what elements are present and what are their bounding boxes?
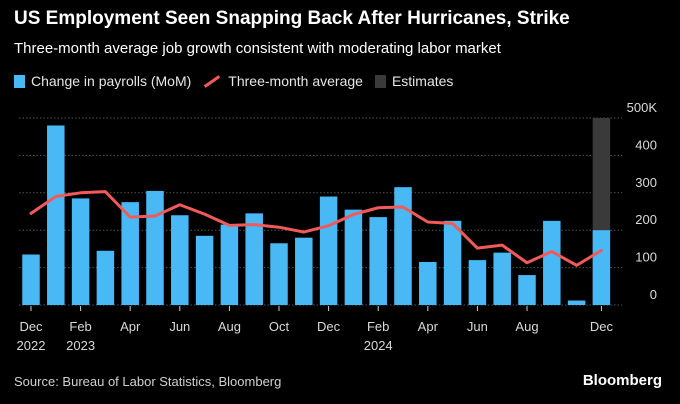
x-tick-year-0: 2022 xyxy=(17,338,46,353)
payroll-bar-0 xyxy=(22,254,40,305)
legend-item-payrolls: Change in payrolls (MoM) xyxy=(14,73,191,89)
payroll-bar-3 xyxy=(96,250,115,305)
payroll-bar-13 xyxy=(344,209,363,305)
x-tick-label-2: Feb xyxy=(69,319,91,334)
x-tick-label-18: Jun xyxy=(467,319,488,334)
payroll-bar-15 xyxy=(394,187,412,305)
y-tick-label-300: 300 xyxy=(635,175,657,190)
three-month-average-line xyxy=(29,190,603,267)
x-tick-label-20: Aug xyxy=(515,319,538,334)
legend-item-average: Three-month average xyxy=(203,73,363,89)
legend-swatch-payrolls xyxy=(14,74,25,88)
x-tick-label-6: Jun xyxy=(169,319,190,334)
x-tick-year-14: 2024 xyxy=(364,338,393,353)
payroll-bar-6 xyxy=(171,215,189,305)
y-tick-label-400: 400 xyxy=(635,137,657,152)
payroll-bar-5 xyxy=(146,190,164,305)
x-tick-label-12: Dec xyxy=(317,319,341,334)
x-tick-year-2: 2023 xyxy=(66,338,95,353)
payroll-bar-8 xyxy=(220,224,239,305)
payroll-bar-23 xyxy=(592,230,611,305)
x-tick-label-0: Dec xyxy=(19,319,43,334)
payroll-bar-12 xyxy=(319,196,338,305)
legend-label-payrolls: Change in payrolls (MoM) xyxy=(31,73,192,89)
y-tick-label-100: 100 xyxy=(635,250,657,265)
payroll-bar-11 xyxy=(295,237,313,305)
payroll-bar-9 xyxy=(245,213,263,305)
bloomberg-logo: Bloomberg xyxy=(582,372,662,389)
payroll-bar-1 xyxy=(47,125,65,305)
legend-item-estimates: Estimates xyxy=(374,73,454,89)
legend-label-average: Three-month average xyxy=(228,73,363,89)
chart-subtitle: Three-month average job growth consisten… xyxy=(14,40,501,57)
payroll-bar-19 xyxy=(493,252,511,305)
source-note: Source: Bureau of Labor Statistics, Bloo… xyxy=(14,374,282,389)
chart-legend: Change in payrolls (MoM) Three-month ave… xyxy=(14,73,465,89)
x-tick-label-10: Oct xyxy=(269,319,290,334)
payroll-bar-20 xyxy=(518,275,536,305)
payroll-bar-21 xyxy=(543,220,561,305)
payroll-bar-14 xyxy=(369,217,387,305)
payroll-bar-18 xyxy=(468,260,487,305)
x-tick-label-16: Apr xyxy=(418,319,439,334)
x-tick-label-8: Aug xyxy=(218,319,241,334)
x-tick-label-14: Feb xyxy=(367,319,389,334)
y-tick-label-200: 200 xyxy=(635,212,657,227)
payroll-bar-22 xyxy=(567,300,586,305)
x-tick-label-23: Dec xyxy=(590,319,614,334)
payroll-bar-10 xyxy=(270,243,288,305)
x-tick-label-4: Apr xyxy=(120,319,141,334)
payroll-bar-17 xyxy=(443,220,462,305)
y-tick-label-500: 500K xyxy=(627,100,658,115)
payroll-bar-4 xyxy=(121,202,139,305)
payroll-bar-16 xyxy=(419,261,437,305)
y-tick-label-0: 0 xyxy=(650,287,657,302)
legend-label-estimates: Estimates xyxy=(391,73,454,89)
chart-title: US Employment Seen Snapping Back After H… xyxy=(14,8,570,29)
payroll-bar-7 xyxy=(195,235,214,305)
payroll-bar-2 xyxy=(71,198,90,305)
legend-swatch-estimates xyxy=(374,74,386,88)
